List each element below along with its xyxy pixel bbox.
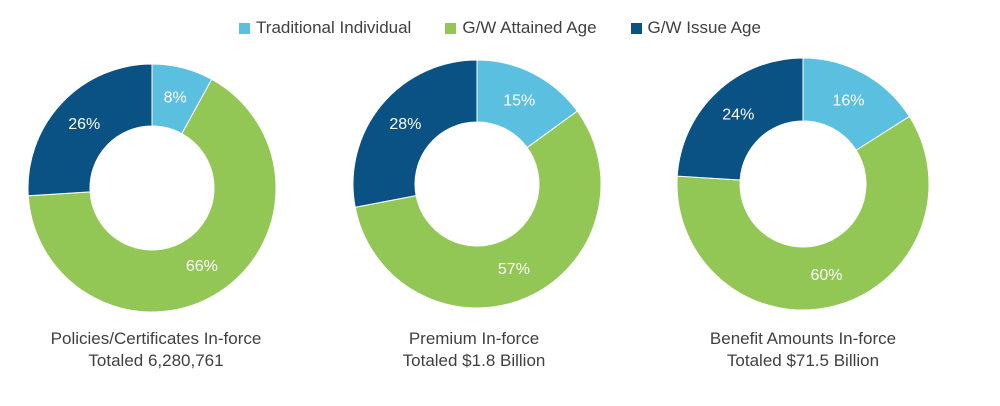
- donut-slice-benefit-gw-attained-age: [676, 115, 930, 311]
- donut-slice-premium-gw-issue-age: [352, 59, 478, 208]
- chart-subtitle-benefit: Totaled $71.5 Billion: [726, 351, 880, 370]
- chart-caption-premium: Premium In-force Totaled $1.8 Billion: [314, 328, 634, 372]
- donut-chart-benefit: 16% 60% 24%: [676, 57, 930, 311]
- slice-label-premium-gw-issue-age: 28%: [389, 116, 421, 133]
- slice-label-policies-traditional-individual: 8%: [164, 89, 187, 106]
- legend-swatch-gw-attained-age: [445, 22, 457, 34]
- donut-chart-premium: 15% 57% 28%: [352, 59, 602, 309]
- slice-label-benefit-gw-attained-age: 60%: [810, 267, 842, 284]
- chart-legend: Traditional Individual G/W Attained Age …: [0, 16, 1000, 40]
- donut-chart-policies: 8% 66% 26%: [27, 63, 277, 313]
- donut-slice-benefit-gw-issue-age: [676, 57, 804, 181]
- legend-label-gw-issue-age: G/W Issue Age: [647, 18, 761, 37]
- legend-label-traditional-individual: Traditional Individual: [256, 18, 412, 37]
- slice-label-premium-traditional-individual: 15%: [503, 93, 535, 110]
- chart-subtitle-policies: Totaled 6,280,761: [88, 351, 224, 370]
- slice-label-benefit-gw-issue-age: 24%: [722, 107, 754, 124]
- legend-label-gw-attained-age: G/W Attained Age: [462, 18, 597, 37]
- slice-label-policies-gw-issue-age: 26%: [68, 116, 100, 133]
- legend-item-gw-attained-age: G/W Attained Age: [445, 18, 597, 38]
- slice-label-benefit-traditional-individual: 16%: [833, 93, 865, 110]
- chart-title-premium: Premium In-force: [408, 329, 540, 348]
- chart-title-policies: Policies/Certificates In-force: [50, 329, 262, 348]
- legend-item-gw-issue-age: G/W Issue Age: [630, 18, 761, 38]
- legend-item-traditional-individual: Traditional Individual: [239, 18, 411, 38]
- legend-swatch-traditional-individual: [239, 22, 251, 34]
- slice-label-premium-gw-attained-age: 57%: [498, 261, 530, 278]
- chart-caption-benefit: Benefit Amounts In-force Totaled $71.5 B…: [643, 328, 963, 372]
- slice-label-policies-gw-attained-age: 66%: [186, 258, 218, 275]
- chart-subtitle-premium: Totaled $1.8 Billion: [402, 351, 546, 370]
- donut-slice-policies-gw-attained-age: [27, 78, 277, 313]
- chart-caption-policies: Policies/Certificates In-force Totaled 6…: [0, 328, 316, 372]
- donut-slice-policies-gw-issue-age: [27, 63, 153, 197]
- legend-swatch-gw-issue-age: [630, 22, 642, 34]
- donut-slice-premium-gw-attained-age: [354, 110, 602, 309]
- chart-title-benefit: Benefit Amounts In-force: [709, 329, 897, 348]
